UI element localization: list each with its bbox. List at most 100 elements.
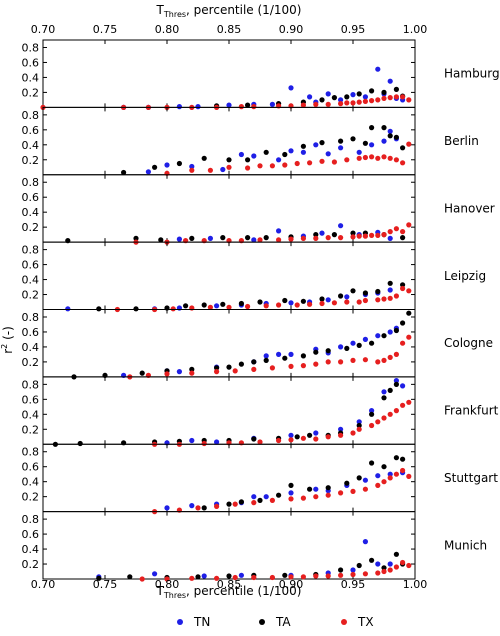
point-ta bbox=[226, 364, 232, 370]
point-ta bbox=[300, 353, 306, 359]
panel-leipzig: 0.2 0.4 0.6 0.8 Leipzig bbox=[22, 241, 486, 313]
y-tick-label: 0.6 bbox=[22, 124, 40, 137]
point-ta bbox=[350, 288, 356, 294]
point-ta bbox=[238, 499, 244, 505]
point-tn bbox=[362, 94, 368, 100]
point-tx bbox=[313, 436, 319, 442]
point-tx bbox=[406, 288, 412, 294]
y-tick-label: 0.8 bbox=[22, 109, 40, 122]
point-tx bbox=[381, 232, 387, 238]
point-ta bbox=[201, 155, 207, 161]
point-tx bbox=[350, 571, 356, 578]
point-ta bbox=[245, 157, 251, 163]
point-tn bbox=[201, 573, 207, 579]
legend-item-ta: TA bbox=[259, 615, 291, 629]
point-ta bbox=[313, 232, 319, 238]
point-tn bbox=[387, 329, 393, 335]
point-tx bbox=[300, 495, 306, 501]
point-ta bbox=[393, 381, 399, 387]
point-ta bbox=[356, 562, 362, 569]
legend-label-tn: TN bbox=[193, 615, 210, 629]
point-tn bbox=[226, 102, 232, 108]
point-tx bbox=[319, 300, 325, 307]
point-tx bbox=[189, 370, 195, 376]
point-ta bbox=[344, 480, 350, 486]
y-tick-label: 0.8 bbox=[22, 41, 40, 54]
y-tick-label: 0.4 bbox=[22, 543, 40, 556]
x-tick-label-bottom: 0.75 bbox=[93, 578, 118, 591]
point-tn bbox=[152, 571, 158, 577]
point-ta bbox=[325, 348, 331, 354]
point-tx bbox=[362, 486, 368, 492]
point-tn bbox=[338, 145, 344, 151]
point-ta bbox=[300, 143, 306, 149]
point-ta bbox=[393, 327, 399, 334]
point-ta bbox=[313, 349, 319, 355]
point-tx bbox=[300, 574, 306, 580]
point-ta bbox=[127, 574, 133, 580]
top-x-axis: 0.70 0.75 0.80 0.85 0.90 0.95 1.00 bbox=[31, 23, 428, 36]
point-tx bbox=[393, 471, 399, 477]
point-tx bbox=[319, 158, 325, 164]
point-ta bbox=[226, 573, 232, 579]
point-ta bbox=[257, 497, 263, 503]
point-tx bbox=[406, 97, 412, 103]
y-tick-label: 0.2 bbox=[22, 491, 40, 504]
panel-munich: 0.2 0.4 0.6 0.8 Munich bbox=[22, 511, 487, 582]
point-tx bbox=[393, 564, 399, 570]
legend-marker-tn bbox=[177, 619, 183, 625]
point-ta bbox=[350, 230, 356, 236]
point-ta bbox=[356, 342, 362, 348]
point-tx bbox=[164, 576, 170, 582]
point-tx bbox=[338, 572, 344, 578]
point-tx bbox=[375, 232, 381, 238]
x-axis-title-bottom: TThres, percentile (1/100) bbox=[156, 584, 302, 600]
city-label-hanover: Hanover bbox=[444, 201, 495, 215]
point-ta bbox=[189, 235, 195, 241]
point-tn bbox=[164, 162, 170, 168]
point-tx bbox=[276, 437, 282, 444]
point-tx bbox=[356, 99, 362, 105]
point-tx bbox=[400, 340, 406, 346]
point-tn bbox=[189, 437, 195, 444]
point-tx bbox=[362, 571, 368, 577]
panel-hamburg: 0.2 0.4 0.6 0.8 Hamburg bbox=[22, 39, 500, 110]
panel-frame bbox=[42, 376, 416, 445]
point-tx bbox=[369, 154, 375, 160]
point-ta bbox=[133, 306, 139, 312]
point-ta bbox=[201, 302, 207, 308]
y-tick-label: 0.2 bbox=[22, 154, 40, 167]
point-ta bbox=[400, 456, 406, 462]
point-ta bbox=[331, 95, 337, 101]
y-tick-label: 0.6 bbox=[22, 461, 40, 474]
point-tx bbox=[406, 399, 412, 405]
point-tn bbox=[369, 142, 375, 148]
point-tx bbox=[300, 435, 306, 441]
point-tn bbox=[387, 78, 393, 84]
point-tx bbox=[387, 295, 393, 301]
city-label-berlin: Berlin bbox=[444, 134, 479, 148]
y-tick-label: 0.4 bbox=[22, 274, 40, 287]
point-ta bbox=[319, 296, 325, 302]
city-label-frankfurt: Frankfurt bbox=[444, 404, 499, 418]
point-tn bbox=[288, 300, 294, 306]
point-tx bbox=[257, 237, 263, 243]
point-tx bbox=[313, 361, 319, 367]
point-ta bbox=[77, 440, 83, 447]
point-tn bbox=[145, 169, 151, 175]
point-ta bbox=[393, 86, 399, 92]
point-ta bbox=[381, 125, 387, 131]
point-tx bbox=[201, 440, 207, 447]
point-ta bbox=[300, 298, 306, 304]
panel-cologne: 0.2 0.4 0.6 0.8 Cologne bbox=[22, 309, 493, 380]
point-tx bbox=[387, 354, 393, 360]
point-tx bbox=[245, 303, 251, 310]
point-tx bbox=[325, 101, 331, 107]
point-ta bbox=[362, 140, 368, 146]
point-tx bbox=[393, 157, 399, 163]
point-tx bbox=[276, 237, 282, 243]
y-tick-label: 0.6 bbox=[22, 191, 40, 204]
point-tn bbox=[362, 477, 368, 483]
point-ta bbox=[325, 485, 331, 491]
y-tick-label: 0.6 bbox=[22, 393, 40, 406]
